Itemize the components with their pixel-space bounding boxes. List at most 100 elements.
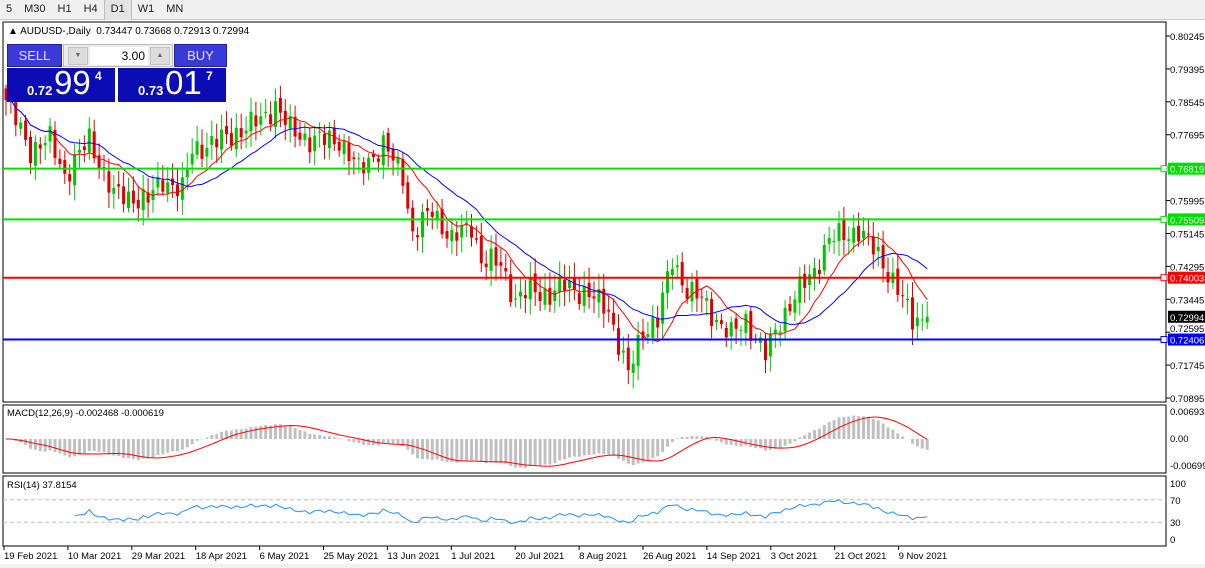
candle-body (107, 171, 111, 193)
macd-tick-label: 0.00 (1170, 434, 1189, 445)
candle-body (837, 223, 841, 242)
tf-m5[interactable]: 5 (6, 3, 13, 15)
one-click-trading-panel: SELL ▼ ▲ BUY 0.72 99 4 0.73 01 7 (7, 44, 227, 102)
candle-body (78, 149, 81, 153)
buy-button[interactable]: BUY (174, 44, 227, 67)
bottom-scrollbar[interactable] (0, 564, 1205, 568)
candle-body (259, 116, 263, 125)
candle-body (656, 317, 660, 328)
candle-body (342, 140, 346, 155)
sell-price-prefix: 0.72 (27, 83, 53, 98)
tf-m30[interactable]: M30 (24, 3, 46, 15)
candle-body (323, 133, 326, 145)
candle-body (509, 274, 513, 303)
candle-body (607, 309, 611, 312)
candle-body (915, 317, 919, 327)
decrease-lot-icon[interactable]: ▼ (68, 47, 88, 65)
buy-price[interactable]: 0.73 01 7 (118, 64, 226, 102)
collapse-triangle-icon[interactable]: ▲ (8, 26, 18, 37)
candle-body (479, 235, 483, 264)
rsi-pane (2, 475, 1167, 547)
tf-h1[interactable]: H1 (57, 3, 72, 15)
level-handle (1160, 336, 1168, 344)
price-tick-label: 0.78545 (1170, 98, 1204, 109)
lot-size-stepper: ▼ ▲ (63, 44, 173, 67)
candle-body (318, 131, 322, 133)
candle-body (808, 274, 812, 286)
candle-body (381, 135, 385, 166)
candle-body (749, 311, 753, 341)
candle-body (460, 225, 464, 238)
candle-body (337, 141, 341, 151)
candle-body (852, 227, 856, 243)
candle-body (494, 247, 498, 266)
tf-w1[interactable]: W1 (137, 3, 155, 15)
candle-body (572, 278, 576, 290)
candle-body (220, 129, 224, 150)
ohlc-values: 0.73447 0.73668 0.72913 0.72994 (96, 26, 250, 37)
rsi-tick-label: 0 (1170, 535, 1175, 546)
tf-d1[interactable]: D1 (103, 0, 132, 20)
candle-body (568, 280, 571, 289)
candle-body (764, 339, 767, 361)
rsi-tick-label: 100 (1170, 479, 1186, 490)
sell-price[interactable]: 0.72 99 4 (7, 64, 115, 102)
candle-body (651, 317, 655, 338)
sell-button[interactable]: SELL (7, 44, 62, 67)
price-tick-label: 0.77695 (1170, 131, 1204, 142)
candle-body (283, 110, 287, 125)
candle-body (249, 111, 253, 132)
date-tick-label: 21 Oct 2021 (835, 551, 887, 562)
candle-body (680, 262, 684, 286)
candle-body (171, 178, 175, 186)
candle-body (499, 262, 503, 266)
candle-body (357, 158, 361, 160)
tf-mn[interactable]: MN (166, 3, 184, 15)
candle-body (514, 298, 518, 300)
candle-body (504, 268, 508, 272)
lot-size-input[interactable] (90, 47, 148, 65)
increase-lot-icon[interactable]: ▲ (150, 47, 170, 65)
date-tick-label: 13 Jun 2021 (387, 551, 439, 562)
candle-body (602, 288, 606, 314)
candle-body (729, 322, 733, 337)
candle-body (29, 136, 32, 164)
date-tick-label: 25 May 2021 (324, 551, 379, 562)
candle-body (778, 331, 782, 334)
candle-body (484, 263, 488, 268)
candle-body (391, 148, 395, 161)
tf-h4[interactable]: H4 (83, 3, 98, 15)
candle-body (817, 269, 821, 275)
candle-body (278, 97, 282, 113)
candle-body (200, 144, 204, 159)
candle-body (372, 153, 375, 157)
candle-body (876, 246, 880, 252)
date-tick-label: 9 Nov 2021 (899, 551, 948, 562)
candle-body (631, 363, 635, 373)
price-tick-label: 0.79395 (1170, 65, 1204, 76)
candle-body (523, 295, 527, 299)
candle-body (298, 132, 302, 140)
candle-body (827, 237, 831, 244)
level-tag (1168, 271, 1205, 284)
candle-body (406, 182, 410, 209)
candle-body (636, 334, 640, 366)
candle-body (141, 189, 145, 211)
date-tick-label: 8 Aug 2021 (579, 551, 627, 562)
candle-body (166, 182, 170, 194)
date-tick-label: 10 Mar 2021 (68, 551, 121, 562)
candle-body (24, 120, 28, 140)
candle-body (58, 158, 62, 164)
date-tick-label: 6 May 2021 (260, 551, 310, 562)
candle-body (842, 219, 846, 241)
candle-body (803, 273, 807, 288)
candle-body (832, 241, 836, 243)
candle-body (244, 130, 248, 134)
candle-body (685, 287, 689, 299)
date-tick-label: 3 Oct 2021 (771, 551, 817, 562)
candle-body (538, 292, 542, 302)
level-handle (1160, 215, 1168, 223)
candle-body (430, 211, 434, 217)
date-tick-label: 14 Sep 2021 (707, 551, 761, 562)
